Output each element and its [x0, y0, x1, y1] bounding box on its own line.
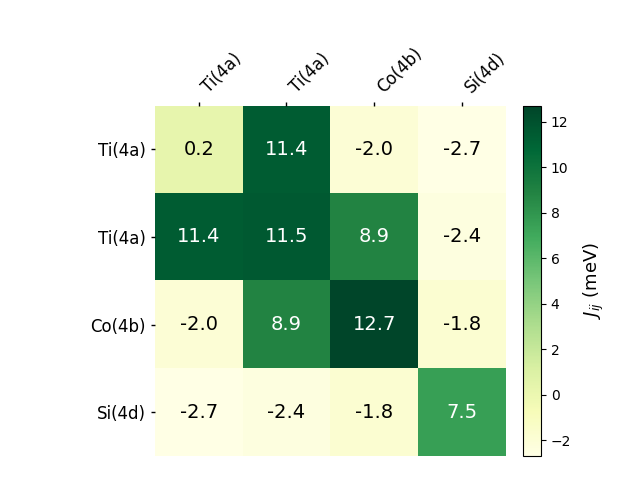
Text: 11.4: 11.4 [177, 228, 221, 247]
Text: -2.0: -2.0 [180, 315, 218, 334]
Text: 8.9: 8.9 [358, 228, 390, 247]
Text: -2.4: -2.4 [268, 403, 305, 422]
Text: 7.5: 7.5 [446, 403, 477, 422]
Text: -1.8: -1.8 [443, 315, 481, 334]
Y-axis label: $J_{ij}$ (meV): $J_{ij}$ (meV) [582, 242, 606, 319]
Text: -2.7: -2.7 [180, 403, 218, 422]
Text: -2.4: -2.4 [443, 228, 481, 247]
Text: 11.5: 11.5 [265, 228, 308, 247]
Text: -2.7: -2.7 [443, 140, 481, 159]
Text: -2.0: -2.0 [355, 140, 393, 159]
Text: 11.4: 11.4 [265, 140, 308, 159]
Text: -1.8: -1.8 [355, 403, 393, 422]
Text: 8.9: 8.9 [271, 315, 302, 334]
Text: 0.2: 0.2 [184, 140, 214, 159]
Text: 12.7: 12.7 [353, 315, 396, 334]
